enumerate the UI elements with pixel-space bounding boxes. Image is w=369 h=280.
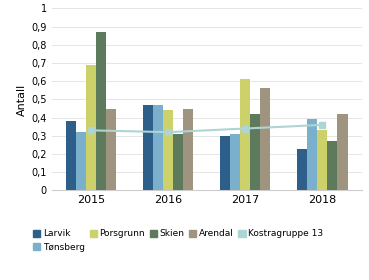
Bar	[153, 105, 163, 190]
Bar	[76, 132, 86, 190]
Bar	[230, 134, 240, 190]
Y-axis label: Antall: Antall	[17, 83, 27, 116]
Bar	[183, 109, 193, 190]
Bar	[297, 148, 307, 190]
Bar	[327, 141, 338, 190]
Bar	[220, 136, 230, 190]
Bar	[86, 65, 96, 190]
Bar	[338, 114, 348, 190]
Bar	[173, 134, 183, 190]
Bar	[240, 80, 250, 190]
Bar	[143, 105, 153, 190]
Bar	[106, 109, 116, 190]
Bar	[163, 110, 173, 190]
Bar	[250, 114, 260, 190]
Bar	[260, 88, 270, 190]
Bar	[307, 120, 317, 190]
Legend: Larvik, Tønsberg, Porsgrunn, Skien, Arendal, Kostragruppe 13: Larvik, Tønsberg, Porsgrunn, Skien, Aren…	[31, 228, 325, 254]
Bar	[66, 121, 76, 190]
Bar	[96, 32, 106, 190]
Bar	[317, 130, 327, 190]
